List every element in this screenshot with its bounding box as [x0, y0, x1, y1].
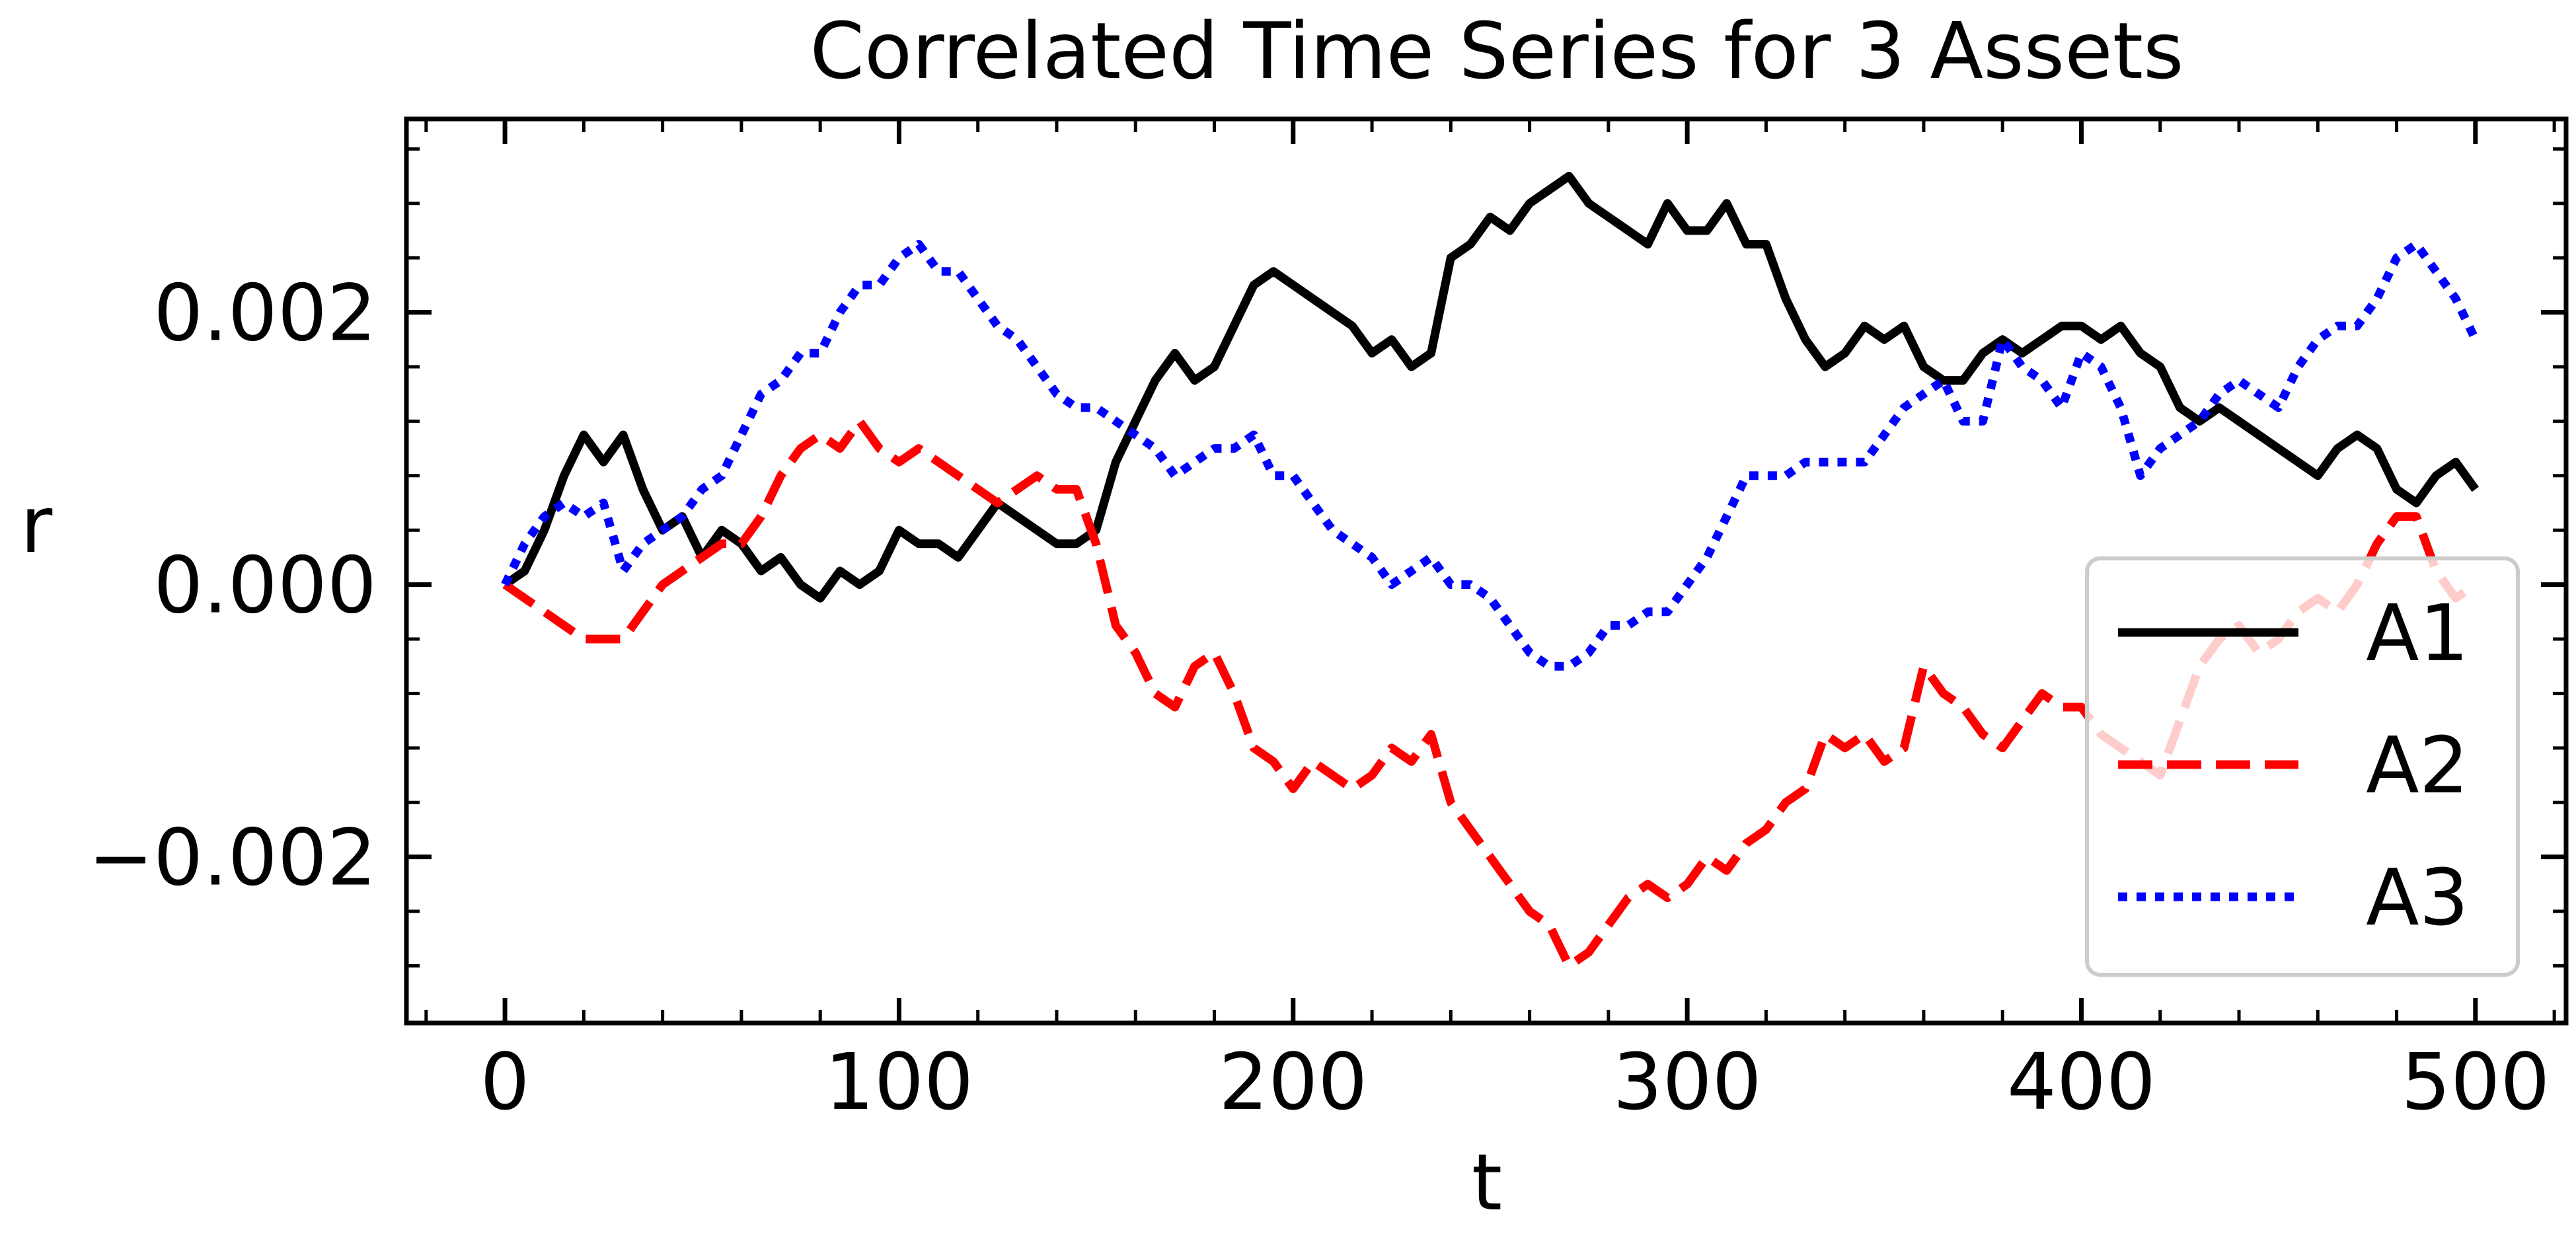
- chart-title: Correlated Time Series for 3 Assets: [810, 5, 2184, 96]
- x-tick-label: 100: [825, 1036, 973, 1127]
- y-tick-label: 0.000: [153, 540, 377, 631]
- series-line-a3: [501, 240, 2480, 671]
- y-tick-label: 0.002: [153, 268, 377, 359]
- legend: A1 A2 A3: [2085, 556, 2520, 977]
- x-tick-label: 500: [2401, 1036, 2550, 1127]
- x-axis-label: t: [1472, 1137, 1502, 1228]
- y-axis-label: r: [20, 479, 53, 570]
- tick-labels: 0 100 200 300 400 500 −0.002 0.000 0.002: [88, 268, 2550, 1127]
- x-tick-label: 0: [480, 1036, 530, 1127]
- legend-label-a3: A3: [2366, 852, 2469, 943]
- legend-entries: A1 A2 A3: [2118, 588, 2469, 943]
- x-tick-label: 400: [2007, 1036, 2156, 1127]
- plot-frame: [404, 116, 2569, 1026]
- x-tick-label: 300: [1613, 1036, 1762, 1127]
- legend-label-a2: A2: [2366, 720, 2469, 811]
- series-line-a1: [502, 172, 2480, 603]
- y-tick-label: −0.002: [88, 812, 377, 903]
- x-tick-label: 200: [1219, 1036, 1367, 1127]
- legend-box: [2085, 556, 2520, 977]
- legend-label-a1: A1: [2366, 588, 2469, 679]
